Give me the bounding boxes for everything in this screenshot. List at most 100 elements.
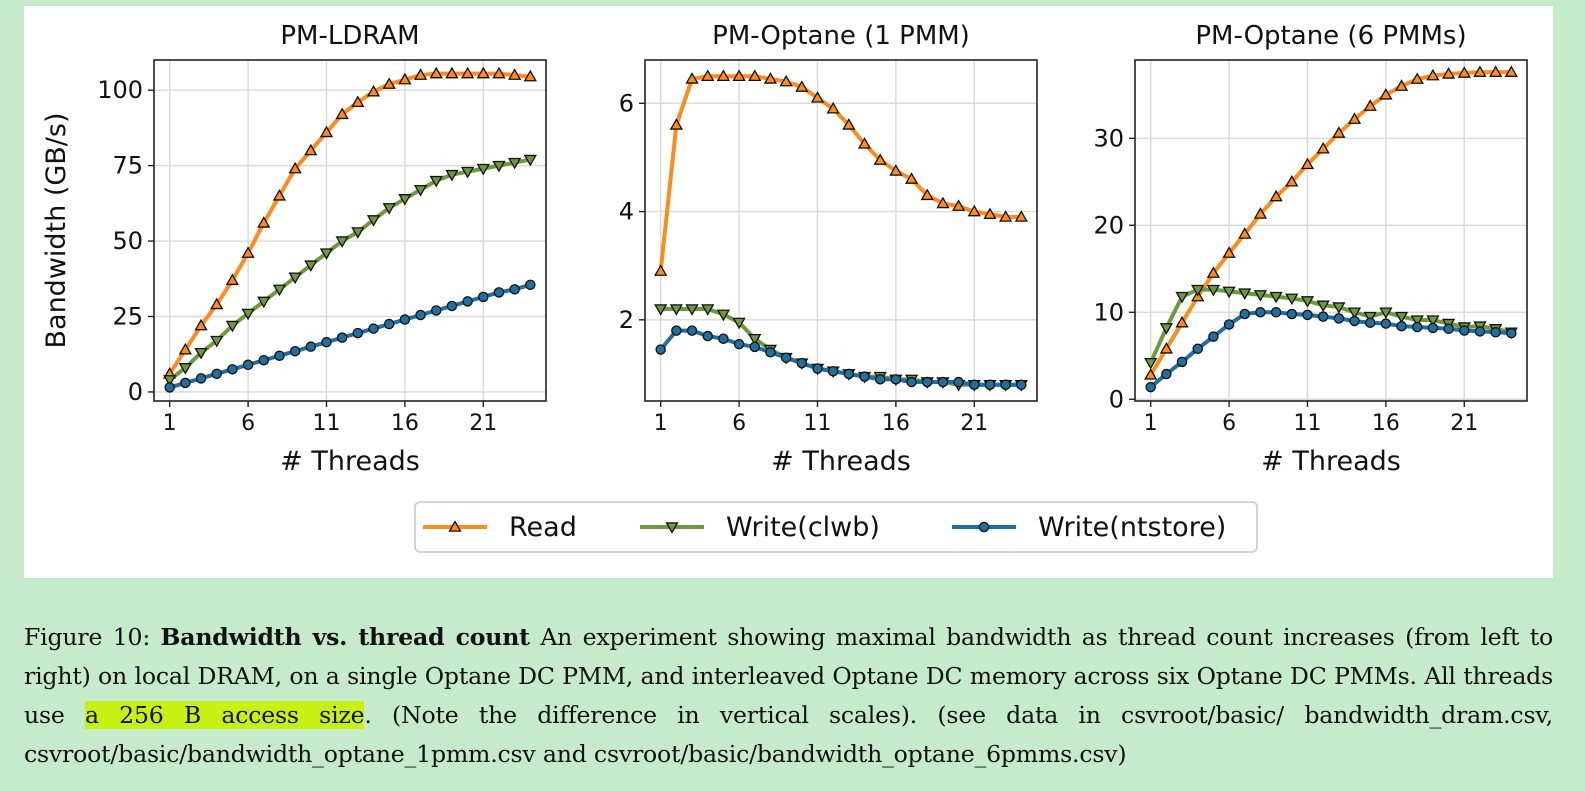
chart-2-series-write-ntstore-line	[659, 328, 1022, 387]
chart-2-series-write-ntstore-point	[780, 352, 792, 363]
chart-1-series-write-ntstore-point	[478, 291, 489, 303]
chart-1-series-write-ntstore-point	[462, 296, 473, 307]
chart-1-series-write-ntstore-point	[180, 377, 191, 389]
chart-3-series-write-ntstore-point	[1286, 308, 1298, 320]
chart-1-ytick-label: 0	[128, 378, 143, 406]
chart-3-series-write-ntstore-point	[1333, 313, 1345, 324]
chart-1-series-write-ntstore-point	[352, 327, 364, 339]
chart-1-series-write-ntstore-point	[336, 332, 348, 343]
chart-2-series-write-ntstore-point	[733, 338, 745, 350]
chart-3-series-write-clwb-point	[1410, 315, 1424, 327]
chart-1-series-write-clwb-point	[241, 308, 255, 321]
caption-highlight: a 256 B access size	[84, 701, 365, 729]
chart-1-series-read-point	[460, 66, 475, 79]
chart-1-series-read-point	[508, 68, 522, 80]
chart-2-series-write-clwb-point	[685, 304, 699, 316]
chart-2-series-read-point	[748, 69, 762, 82]
chart-3-series-write-clwb-point	[1191, 284, 1205, 297]
chart-3-series-write-ntstore-point	[1459, 325, 1470, 336]
chart-2-series-write-clwb-point	[669, 304, 683, 316]
chart-3-series-write-clwb-point	[1144, 357, 1158, 370]
chart-1-series-write-clwb-point	[351, 227, 365, 239]
chart-1-series-read-point	[398, 72, 412, 85]
chart-1-xtick-label: 11	[312, 411, 340, 436]
chart-2-series-read-point	[795, 80, 809, 92]
chart-1-xtick-label: 6	[241, 411, 255, 436]
chart-2-series-read-point	[999, 210, 1013, 222]
chart-3-series-write-ntstore-point	[1145, 381, 1156, 393]
chart-2-series-read-point	[1014, 210, 1028, 222]
chart-3-series-write-clwb-point	[1426, 315, 1440, 327]
chart-2-ytick-label: 2	[619, 306, 634, 334]
chart-2-series-read-point	[983, 207, 997, 220]
chart-3-series-write-clwb-point	[1379, 307, 1393, 320]
chart-2-xtick-label: 11	[803, 411, 831, 436]
chart-2-series-read-point	[654, 264, 668, 276]
chart-1-series-write-ntstore-point	[164, 382, 175, 393]
chart-1-ytick-label: 50	[112, 227, 143, 255]
chart-2-series-read-point	[889, 164, 903, 176]
chart-3-series-write-clwb-point	[1269, 291, 1283, 304]
chart-1-series-write-ntstore-point	[446, 300, 458, 312]
legend-entry-write-ntstore-label: Write(ntstore)	[1038, 512, 1226, 543]
chart-2-series-write-clwb-point	[716, 309, 731, 322]
chart-3-series-read-point	[1253, 207, 1268, 219]
chart-3-series-read-point	[1269, 189, 1283, 202]
chart-1-series-write-clwb-point	[413, 184, 428, 197]
chart-2-series-read-point	[763, 72, 778, 84]
chart-2-series-write-clwb-point	[701, 304, 715, 316]
chart-3-series-write-ntstore-point	[1161, 368, 1172, 380]
caption-prefix: Figure 10:	[24, 623, 161, 651]
chart-3-series-read-point	[1316, 141, 1330, 154]
chart-1-series-write-clwb-point	[460, 166, 475, 179]
chart-2-series-read-point	[732, 69, 746, 82]
chart-1-series-read-point	[492, 66, 506, 79]
chart-1-series-write-clwb-point	[257, 296, 271, 309]
chart-1-series-read-point	[210, 297, 224, 310]
chart-1-series-read-line	[168, 71, 531, 375]
chart-1-series-read-point	[366, 84, 381, 97]
chart-3-series-write-ntstore-point	[1427, 322, 1439, 334]
chart-2-series-write-clwb-point	[732, 317, 746, 330]
chart-1-series-read-point	[351, 95, 365, 108]
chart-1-series-read-point	[429, 66, 443, 79]
chart-2-series-write-ntstore-point	[874, 374, 886, 385]
chart-2-series-write-ntstore-point	[984, 379, 996, 391]
chart-1-series-write-clwb-point	[163, 375, 177, 387]
chart-2-series-write-ntstore-point	[655, 344, 666, 355]
chart-3-series-write-clwb-point	[1347, 307, 1362, 320]
chart-2-series-write-ntstore-point	[859, 371, 870, 382]
chart-3-series-read-point	[1175, 315, 1189, 328]
chart-1-series-read-point	[476, 66, 490, 79]
chart-3-series-write-clwb-point	[1332, 302, 1346, 314]
chart-3-series-write-clwb-point	[1394, 311, 1409, 324]
chart-3-ytick-label: 30	[1093, 124, 1124, 152]
legend-entry-write-clwb-label: Write(clwb)	[726, 512, 880, 543]
chart-1-series-write-ntstore-point	[258, 355, 270, 366]
chart-2-series-write-ntstore-point	[843, 368, 855, 380]
chart-2-series-read-point	[873, 153, 887, 165]
chart-1-series-write-clwb-line	[168, 157, 531, 382]
chart-2-series-write-ntstore-point	[937, 376, 949, 388]
chart-3-series-read-point	[1441, 67, 1456, 79]
chart-2-xtick-label: 21	[960, 411, 988, 436]
caption-title: Bandwidth vs. thread count	[160, 623, 531, 651]
legend-entry-write-clwb-marker	[665, 522, 679, 534]
chart-3-series-read-point	[1159, 341, 1173, 354]
chart-2-series-write-ntstore-point	[718, 333, 729, 345]
chart-2-series-read-point	[669, 118, 683, 130]
chart-3-series-write-ntstore-point	[1255, 307, 1266, 318]
chart-3-series-read-point	[1394, 79, 1409, 91]
chart-1-series-write-clwb-point	[366, 215, 381, 227]
legend: Read Write(clwb) Write(ntstore)	[414, 501, 1258, 553]
chart-1-ylabel: Bandwidth (GB/s)	[41, 113, 72, 349]
chart-1-ytick-label: 100	[97, 76, 143, 104]
chart-3-series-write-ntstore-point	[1317, 311, 1329, 322]
chart-3-ytick-label: 20	[1093, 211, 1124, 239]
chart-2-series-read-point	[920, 188, 934, 201]
chart-3-series-write-ntstore-point	[1239, 308, 1251, 320]
chart-3-series-write-clwb-point	[1222, 286, 1236, 299]
